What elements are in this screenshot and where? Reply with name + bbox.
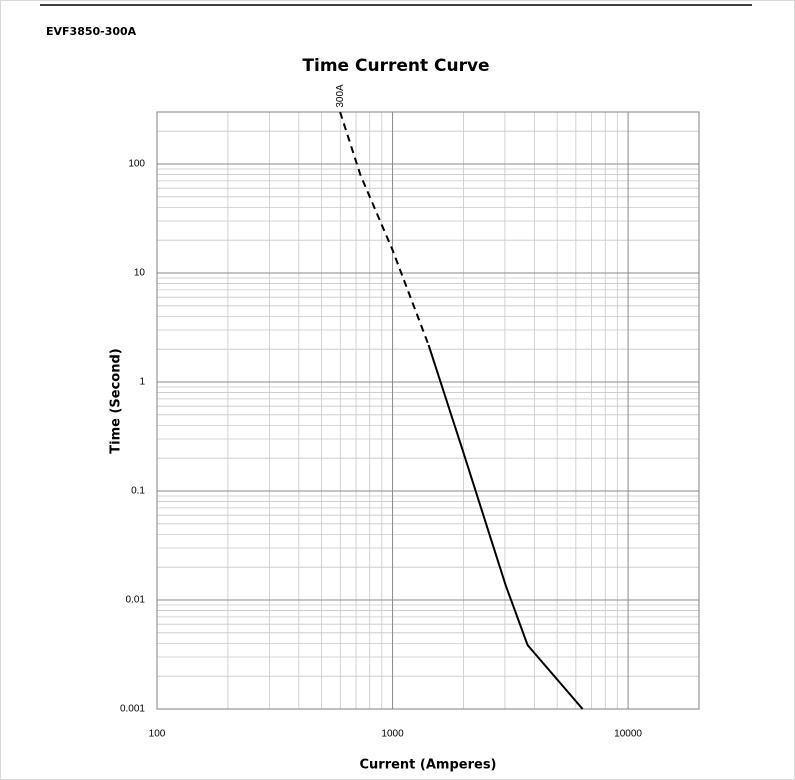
y-tick-label: 10 bbox=[134, 268, 146, 279]
y-tick-label: 100 bbox=[128, 159, 145, 170]
annotation: 300A bbox=[335, 84, 346, 108]
y-tick-label: 0.01 bbox=[126, 595, 146, 606]
chart-title: Time Current Curve bbox=[302, 56, 489, 76]
x-axis-label: Current (Amperes) bbox=[359, 758, 496, 773]
x-tick-label: 1000 bbox=[381, 729, 404, 740]
y-tick-label: 0.001 bbox=[120, 704, 145, 715]
curve bbox=[427, 344, 584, 710]
y-axis-label: Time (Second) bbox=[109, 348, 124, 453]
y-tick-label: 0.1 bbox=[131, 486, 145, 497]
x-tick-label: 100 bbox=[149, 729, 166, 740]
y-tick-label: 1 bbox=[139, 377, 145, 388]
x-tick-label: 10000 bbox=[614, 729, 642, 740]
plot-frame bbox=[156, 111, 700, 710]
model-name: EVF3850-300A bbox=[46, 25, 137, 38]
curve bbox=[339, 111, 430, 346]
